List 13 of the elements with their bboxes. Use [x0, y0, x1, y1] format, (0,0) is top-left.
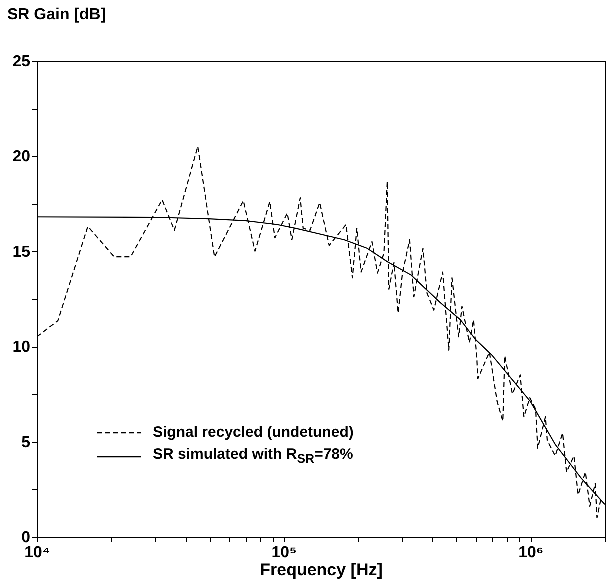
x-axis-title: Frequency [Hz]: [260, 560, 383, 580]
x-tick-label: 10⁶: [518, 544, 544, 562]
y-axis-title: SR Gain [dB]: [8, 6, 106, 24]
y-tick-label: 0: [22, 530, 31, 546]
y-tick-label: 25: [12, 54, 31, 70]
y-tick-label: 15: [12, 244, 31, 261]
legend-label: SR simulated with R$_{SR}$=78%: [153, 445, 354, 468]
y-tick-label: 10: [12, 339, 31, 356]
legend-label: Signal recycled (undetuned): [153, 423, 354, 443]
y-tick-label: 5: [22, 434, 31, 452]
x-tick-label: 10⁴: [24, 544, 50, 562]
y-tick-label: 20: [12, 148, 31, 166]
x-tick-label: 10⁵: [272, 544, 297, 562]
